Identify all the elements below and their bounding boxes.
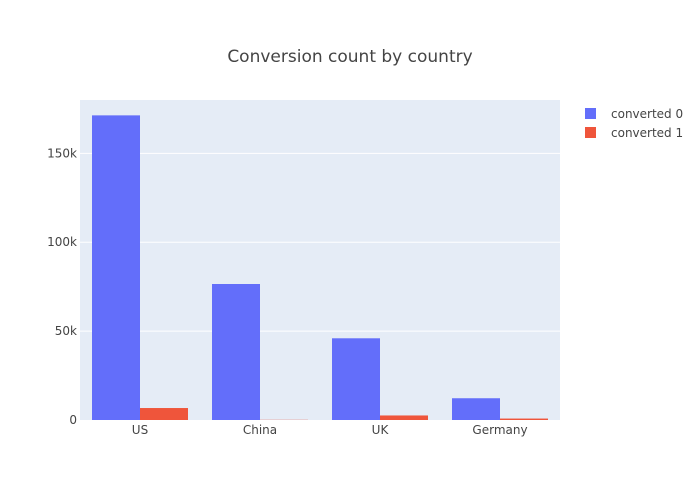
bar-uk-series-1[interactable] [380, 415, 428, 420]
bars [92, 115, 548, 421]
y-tick-label: 150k [47, 146, 77, 160]
bar-germany-series-0[interactable] [452, 398, 500, 420]
grid-lines [80, 152, 560, 332]
y-tick-label: 0 [69, 413, 77, 427]
x-tick-label: China [243, 423, 277, 437]
x-tick-label: UK [372, 423, 390, 437]
bar-us-series-1[interactable] [140, 408, 188, 420]
legend[interactable]: converted 0 converted 1 [585, 107, 683, 140]
y-axis-ticks: 0 50k 100k 150k [47, 146, 77, 427]
legend-swatch[interactable] [585, 127, 596, 138]
plot-area [80, 100, 560, 420]
y-tick-label: 50k [55, 324, 77, 338]
bar-china-series-0[interactable] [212, 284, 260, 420]
x-tick-label: US [132, 423, 148, 437]
legend-label[interactable]: converted 0 [611, 107, 683, 121]
chart-title: Conversion count by country [227, 47, 472, 67]
legend-label[interactable]: converted 1 [611, 126, 683, 140]
bar-germany-series-1[interactable] [500, 418, 548, 420]
x-tick-label: Germany [472, 423, 527, 437]
legend-swatch[interactable] [585, 108, 596, 119]
x-axis-ticks: US China UK Germany [132, 423, 528, 437]
bar-uk-series-0[interactable] [332, 338, 380, 420]
bar-us-series-0[interactable] [92, 115, 140, 421]
y-tick-label: 100k [47, 235, 77, 249]
